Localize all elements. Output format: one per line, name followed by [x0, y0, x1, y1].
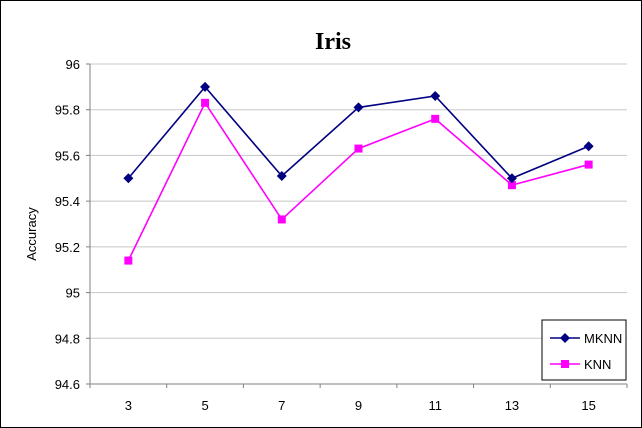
legend-label-mknn: MKNN [584, 331, 622, 346]
legend-marker-mknn [560, 333, 570, 343]
legend-box [541, 319, 627, 381]
y-tick-label: 96 [66, 57, 80, 72]
data-point-knn [584, 160, 593, 169]
legend: MKNN KNN [541, 319, 627, 381]
data-point-knn [507, 181, 516, 190]
y-tick-label: 94.6 [55, 377, 80, 392]
data-point-mknn [583, 141, 594, 152]
legend-label-knn: KNN [584, 357, 611, 372]
series-line-mknn [127, 85, 589, 180]
series-mknn [123, 81, 594, 184]
data-point-mknn [276, 171, 287, 181]
x-tick-labels: 3 5 7 9 11 13 15 [125, 398, 596, 413]
x-tick-label: 7 [278, 398, 285, 413]
axes [86, 63, 628, 388]
x-tick-label: 3 [125, 398, 132, 413]
x-tick-label: 11 [428, 398, 442, 413]
data-point-mknn [353, 102, 364, 113]
x-tick-label: 9 [355, 398, 362, 413]
data-point-knn [354, 144, 363, 153]
x-tick-label: 5 [201, 398, 208, 413]
series-group [123, 81, 594, 265]
y-tick-label: 95.2 [55, 240, 80, 255]
data-point-mknn [123, 173, 134, 184]
data-point-mknn [200, 81, 211, 92]
y-tick-label: 94.8 [55, 331, 80, 346]
series-line-knn [127, 101, 589, 261]
y-axis-label: Accuracy [24, 207, 39, 261]
y-tick-label: 95 [66, 286, 80, 301]
series-knn [124, 98, 593, 265]
y-tick-label: 95.8 [55, 103, 80, 118]
data-point-mknn [506, 173, 517, 184]
y-tick-labels: 94.6 94.8 95 95.2 95.4 95.6 95.8 96 [55, 57, 80, 392]
x-tick-label: 13 [505, 398, 519, 413]
data-point-knn [124, 256, 133, 265]
y-tick-label: 95.4 [55, 194, 80, 209]
x-tick-label: 15 [581, 398, 595, 413]
data-point-knn [201, 98, 210, 107]
legend-marker-knn [561, 360, 569, 368]
data-point-knn [431, 114, 440, 123]
y-tick-label: 95.6 [55, 148, 80, 163]
chart-title: Iris [315, 29, 351, 55]
data-point-mknn [430, 91, 441, 101]
data-point-knn [277, 215, 286, 224]
